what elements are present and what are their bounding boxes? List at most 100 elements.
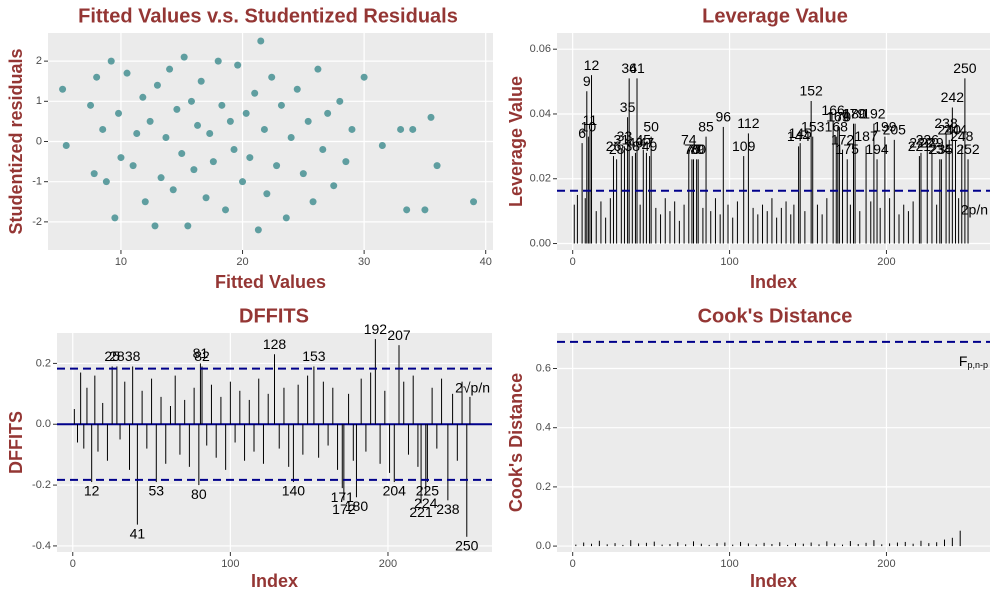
point-label: 226 bbox=[916, 131, 940, 147]
point-label: 112 bbox=[737, 115, 760, 131]
point-label: 199 bbox=[873, 118, 897, 134]
point-label: 28 bbox=[109, 348, 125, 364]
point bbox=[251, 89, 259, 97]
point bbox=[102, 178, 110, 186]
x-tick-label: 0 bbox=[70, 558, 76, 570]
point-label: 225 bbox=[416, 483, 440, 499]
point-label: 194 bbox=[865, 141, 889, 157]
point-label: 25 bbox=[104, 348, 120, 364]
point-label: 85 bbox=[698, 118, 714, 134]
point-label: 238 bbox=[436, 501, 460, 517]
x-tick-label: 20 bbox=[236, 256, 248, 268]
point bbox=[117, 154, 125, 162]
threshold-label: 2√p/n bbox=[455, 379, 490, 395]
point-label: 229 bbox=[920, 135, 944, 151]
point-label: 180 bbox=[843, 105, 867, 121]
point-label: 224 bbox=[414, 495, 438, 511]
point bbox=[378, 142, 386, 150]
point bbox=[299, 170, 307, 178]
point bbox=[277, 101, 285, 109]
point-label: 12 bbox=[584, 57, 600, 73]
point-label: 128 bbox=[263, 336, 287, 352]
point bbox=[330, 182, 338, 190]
y-tick-label: 0.0 bbox=[536, 540, 551, 552]
point bbox=[273, 162, 281, 170]
point-label: 252 bbox=[956, 141, 980, 157]
point bbox=[218, 101, 226, 109]
y-tick-label: 0.02 bbox=[530, 173, 551, 185]
point bbox=[254, 226, 262, 234]
point bbox=[62, 142, 70, 150]
point-label: 166 bbox=[821, 102, 845, 118]
point bbox=[470, 198, 478, 206]
point-label: 144 bbox=[787, 128, 811, 144]
x-axis-label: Fitted Values bbox=[215, 272, 326, 292]
point-label: 250 bbox=[455, 537, 479, 553]
point-label: 26 bbox=[606, 138, 622, 154]
point bbox=[162, 133, 170, 141]
point-label: 240 bbox=[938, 122, 962, 138]
point bbox=[153, 81, 161, 89]
chart-title: DFFITS bbox=[239, 305, 309, 327]
y-tick-label: 1 bbox=[36, 95, 42, 107]
point bbox=[257, 37, 265, 45]
point bbox=[433, 162, 441, 170]
point-label: 28 bbox=[609, 141, 625, 157]
y-tick-label: 0.2 bbox=[536, 481, 551, 493]
point bbox=[230, 146, 238, 154]
y-axis-label: Leverage Value bbox=[506, 76, 526, 207]
x-axis-label: Index bbox=[750, 272, 797, 292]
point bbox=[178, 150, 186, 158]
point bbox=[324, 109, 332, 117]
point-label: 80 bbox=[690, 141, 706, 157]
point bbox=[141, 198, 149, 206]
point-label: 179 bbox=[842, 105, 866, 121]
point bbox=[239, 178, 247, 186]
point-label: 49 bbox=[642, 138, 658, 154]
point-label: 207 bbox=[387, 327, 411, 343]
y-tick-label: 0.4 bbox=[536, 422, 551, 434]
y-tick-label: 0.00 bbox=[530, 237, 551, 249]
point bbox=[107, 57, 115, 65]
point bbox=[115, 109, 123, 117]
point-label: 192 bbox=[364, 321, 388, 337]
y-tick-label: -0.2 bbox=[32, 479, 51, 491]
point bbox=[123, 69, 131, 77]
point bbox=[314, 65, 322, 73]
point-label: 222 bbox=[909, 135, 933, 151]
threshold-label-main: 2√p/n bbox=[455, 379, 490, 395]
point bbox=[226, 117, 234, 125]
point bbox=[133, 129, 141, 137]
x-tick-label: 0 bbox=[570, 558, 576, 570]
chart-title: Fitted Values v.s. Studentized Residuals bbox=[78, 5, 458, 27]
point bbox=[93, 73, 101, 81]
point bbox=[169, 186, 177, 194]
point bbox=[129, 162, 137, 170]
point-label: 244 bbox=[944, 122, 968, 138]
y-tick-label: -2 bbox=[32, 216, 42, 228]
point-label: 152 bbox=[799, 83, 823, 99]
y-tick-label: 0.2 bbox=[36, 357, 51, 369]
point bbox=[187, 97, 195, 105]
point bbox=[282, 214, 290, 222]
point bbox=[263, 190, 271, 198]
point bbox=[403, 206, 411, 214]
point-label: 205 bbox=[883, 122, 907, 138]
point bbox=[246, 154, 254, 162]
point-label: 250 bbox=[953, 60, 977, 76]
point-label: 221 bbox=[908, 138, 932, 154]
point-label: 41 bbox=[629, 60, 645, 76]
point-label: 145 bbox=[788, 125, 812, 141]
point-label: 140 bbox=[282, 483, 306, 499]
x-tick-label: 0 bbox=[570, 256, 576, 268]
x-axis-label: Index bbox=[750, 571, 797, 591]
point bbox=[287, 133, 295, 141]
point-label: 76 bbox=[684, 141, 700, 157]
point bbox=[202, 194, 210, 202]
point-label: 41 bbox=[130, 525, 146, 541]
point bbox=[360, 73, 368, 81]
point-label: 172 bbox=[831, 131, 855, 147]
point-label: 12 bbox=[84, 483, 100, 499]
point bbox=[421, 206, 429, 214]
